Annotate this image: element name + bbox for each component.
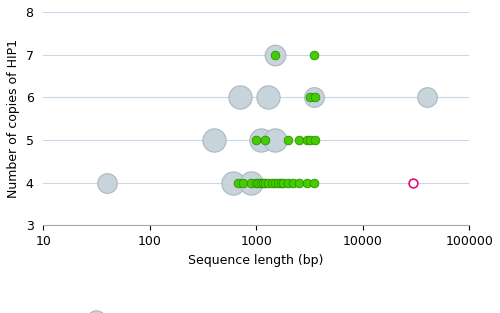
Chlorophyta bbox=[288, 180, 296, 185]
X-axis label: Sequence length (bp): Sequence length (bp) bbox=[188, 254, 324, 267]
Point bbox=[310, 95, 318, 100]
Chlorophyta bbox=[284, 137, 292, 142]
Chlorophyta bbox=[294, 180, 302, 185]
Chlorophyta bbox=[303, 180, 311, 185]
Chlorophyta bbox=[306, 137, 314, 142]
Chlorophyta bbox=[310, 52, 318, 57]
Chlorophyta bbox=[234, 180, 242, 185]
Point bbox=[422, 95, 430, 100]
Chlorophyta bbox=[264, 180, 272, 185]
Chlorophyta bbox=[271, 180, 279, 185]
Point bbox=[104, 180, 112, 185]
Chlorophyta bbox=[260, 180, 268, 185]
Chlorophyta bbox=[284, 180, 292, 185]
Chlorophyta bbox=[280, 180, 287, 185]
Chlorophyta bbox=[260, 137, 268, 142]
Chlorophyta bbox=[258, 180, 266, 185]
Legend: Others, Chlorophyta, Synechococcus phage: Others, Chlorophyta, Synechococcus phage bbox=[80, 308, 432, 313]
Point bbox=[264, 95, 272, 100]
Chlorophyta bbox=[306, 95, 314, 100]
Chlorophyta bbox=[294, 137, 302, 142]
Y-axis label: Number of copies of HIP1: Number of copies of HIP1 bbox=[7, 39, 20, 198]
Point bbox=[210, 137, 218, 142]
Chlorophyta bbox=[252, 180, 260, 185]
Point bbox=[271, 137, 279, 142]
Chlorophyta bbox=[248, 180, 256, 185]
Point bbox=[256, 137, 264, 142]
Chlorophyta bbox=[271, 52, 279, 57]
Chlorophyta bbox=[312, 137, 320, 142]
Chlorophyta bbox=[254, 180, 262, 185]
Chlorophyta bbox=[252, 137, 260, 142]
Chlorophyta bbox=[274, 180, 282, 185]
Chlorophyta bbox=[310, 180, 318, 185]
Chlorophyta bbox=[256, 180, 264, 185]
Chlorophyta bbox=[276, 180, 284, 185]
Chlorophyta bbox=[268, 180, 276, 185]
Synechococcus phage bbox=[410, 180, 418, 185]
Chlorophyta bbox=[239, 180, 247, 185]
Point bbox=[271, 52, 279, 57]
Point bbox=[228, 180, 236, 185]
Chlorophyta bbox=[303, 137, 311, 142]
Point bbox=[248, 180, 256, 185]
Chlorophyta bbox=[312, 95, 320, 100]
Point bbox=[236, 95, 244, 100]
